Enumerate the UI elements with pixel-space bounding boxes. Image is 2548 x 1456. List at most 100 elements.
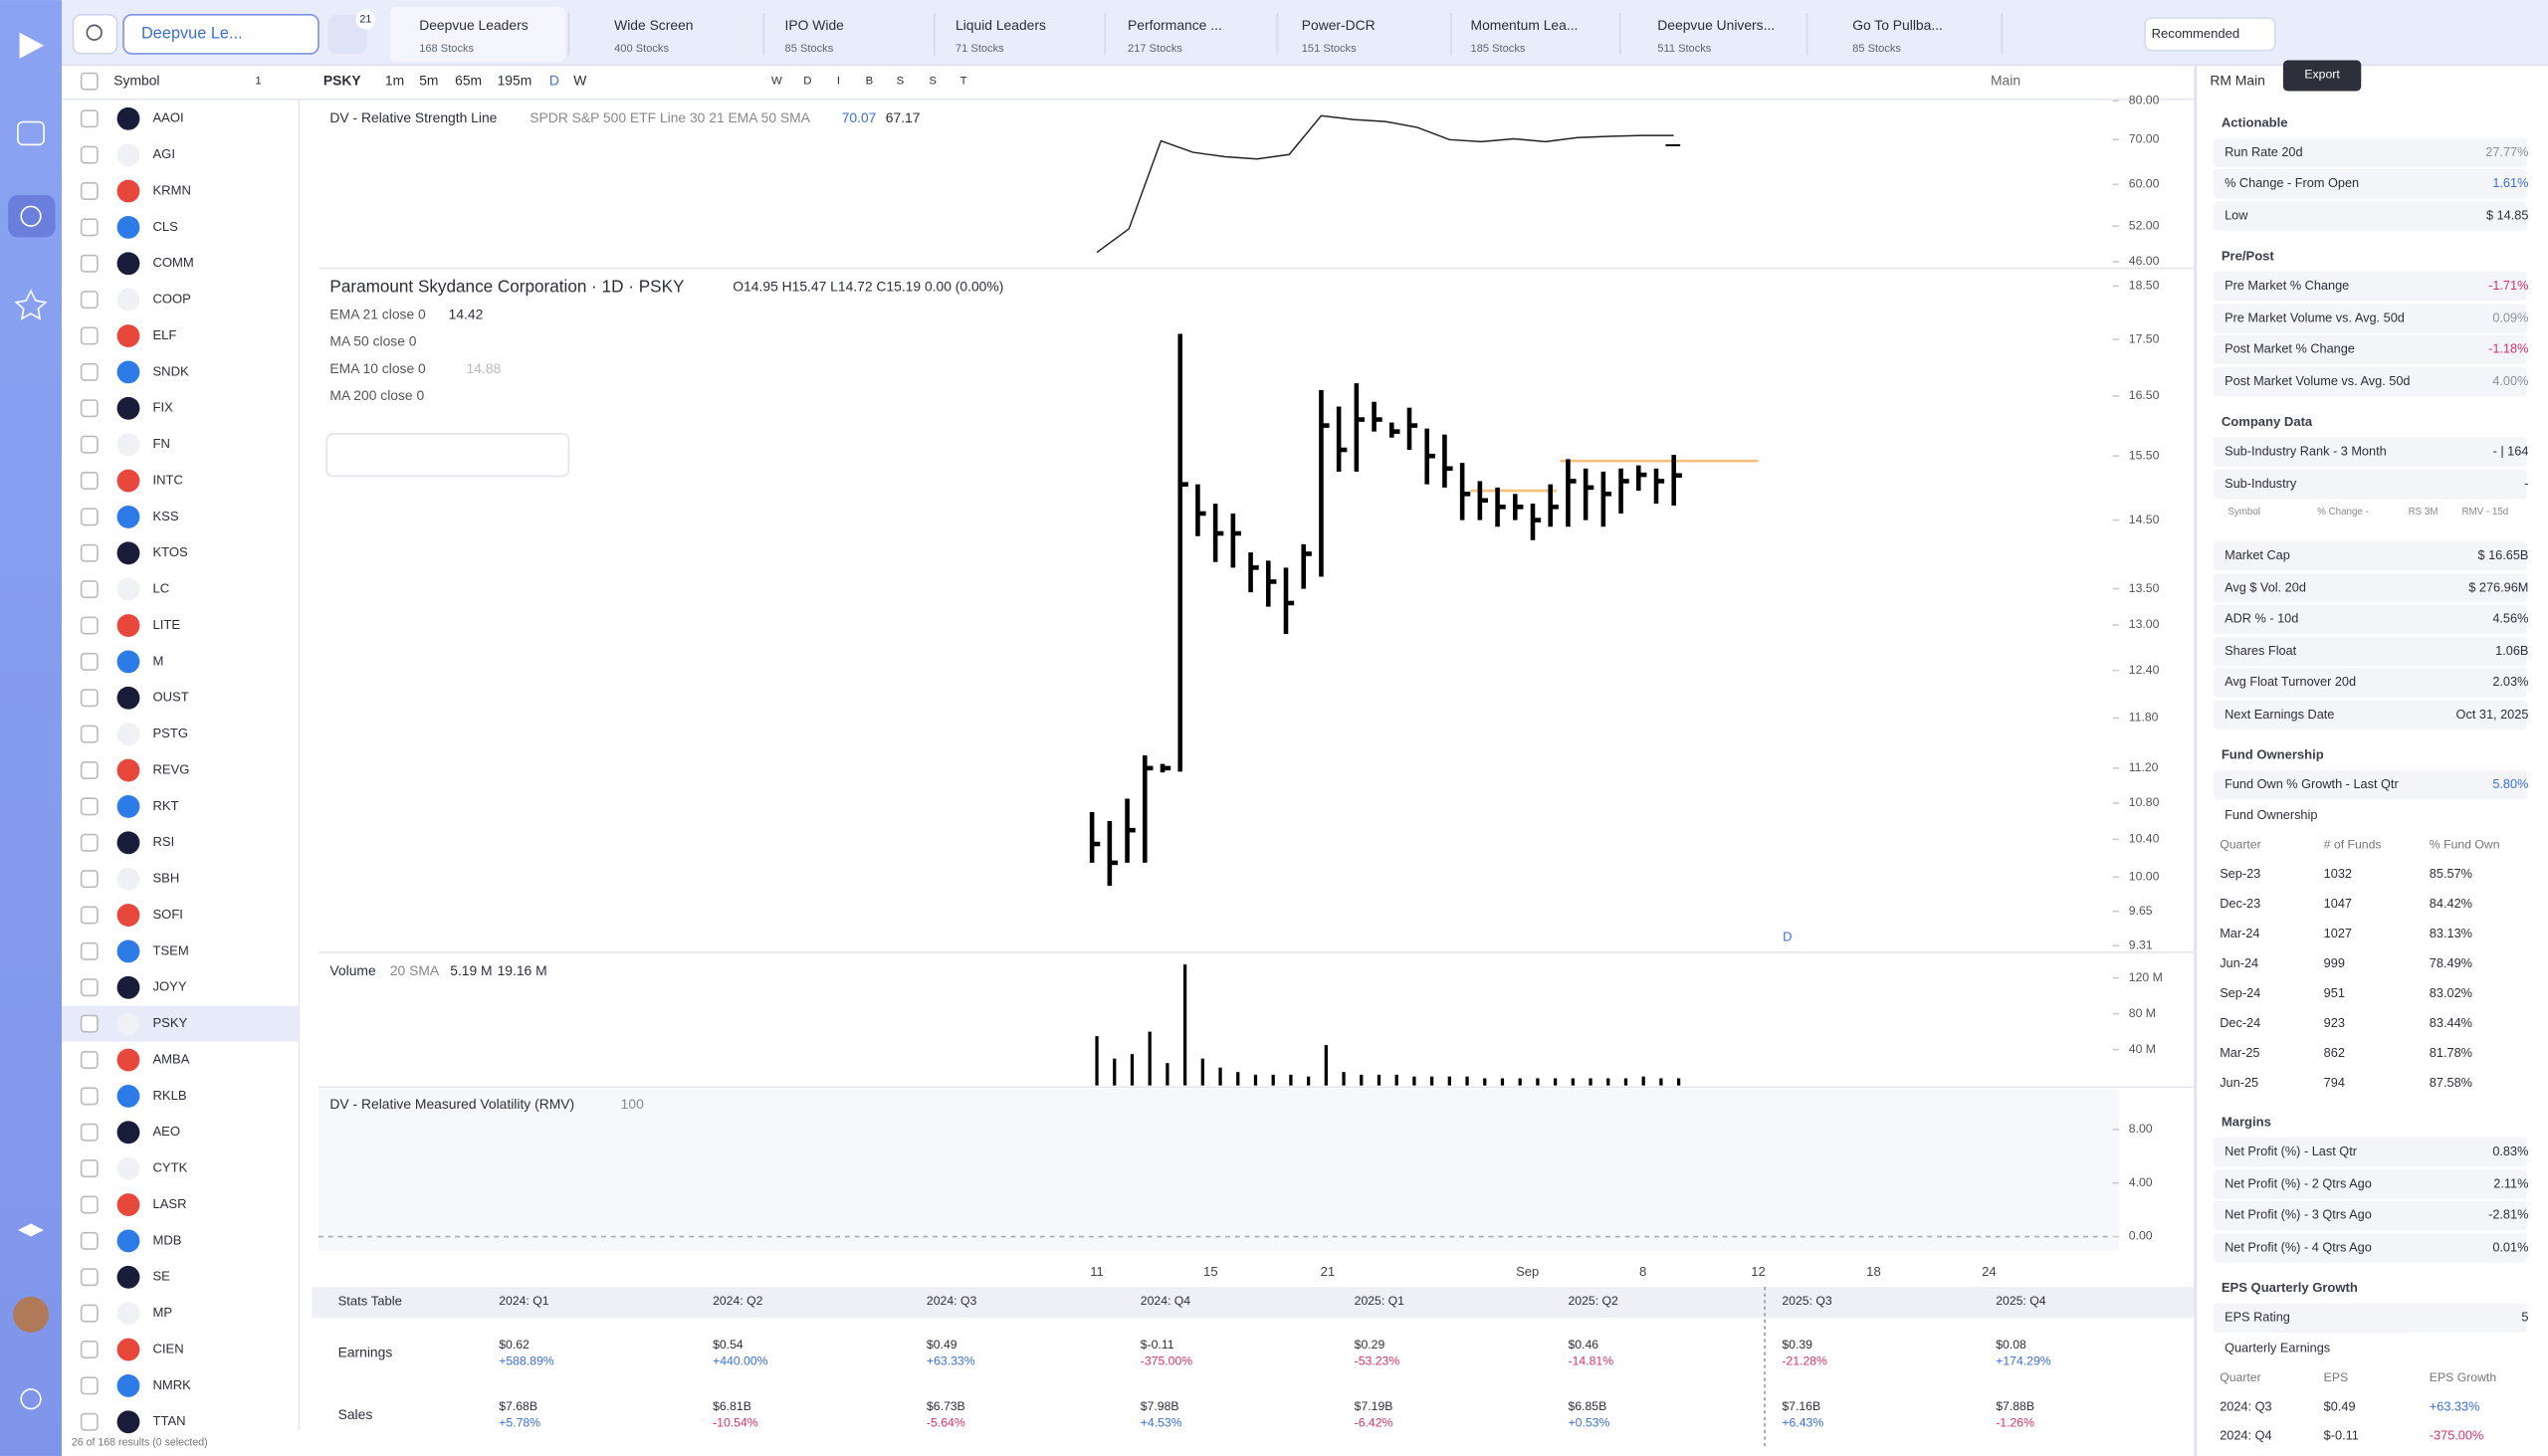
watchlist-select-label[interactable]: Deepvue Le... — [141, 25, 243, 43]
interval[interactable]: 65m — [455, 72, 482, 88]
checkbox[interactable] — [80, 906, 99, 925]
watchlist-symbol[interactable]: M — [152, 653, 163, 668]
watchlist-symbol[interactable]: CIEN — [152, 1341, 183, 1355]
watchlist-symbol[interactable]: COMM — [152, 255, 193, 270]
nav-active[interactable] — [8, 194, 56, 238]
watchlist-symbol[interactable]: RKT — [152, 798, 178, 813]
watchlist-symbol[interactable]: OUST — [152, 690, 188, 705]
checkbox[interactable] — [80, 1341, 99, 1359]
watchlist-symbol[interactable]: INTC — [152, 472, 182, 487]
watchlist-symbol[interactable]: PSKY — [152, 1015, 187, 1030]
layout-name[interactable]: Main — [1991, 72, 2020, 88]
toolbar-toggle[interactable]: D — [803, 76, 811, 88]
watchlist-symbol[interactable]: SOFI — [152, 907, 182, 922]
watchlist-symbol[interactable]: SBH — [152, 871, 179, 886]
symbol-input[interactable]: PSKY — [323, 72, 361, 88]
watchlist-symbol[interactable]: JOYY — [152, 979, 186, 994]
watchlist-symbol[interactable]: KRMN — [152, 182, 190, 197]
checkbox[interactable] — [80, 182, 99, 200]
sort-label[interactable]: Recommended — [2152, 26, 2239, 41]
checkbox[interactable] — [80, 1304, 99, 1323]
checkbox[interactable] — [80, 1051, 99, 1069]
nav-icon[interactable] — [14, 289, 48, 320]
checkbox[interactable] — [80, 1159, 99, 1178]
checkbox[interactable] — [80, 1376, 99, 1395]
checkbox[interactable] — [80, 941, 99, 960]
watchlist-symbol[interactable]: KTOS — [152, 544, 188, 559]
toolbar-toggle[interactable]: W — [771, 76, 782, 88]
watchlist-symbol[interactable]: CLS — [152, 219, 178, 234]
watchlist-symbol[interactable]: MP — [152, 1305, 172, 1320]
watchlist-symbol[interactable]: SNDK — [152, 363, 189, 378]
sort-select[interactable] — [2144, 17, 2276, 52]
interval[interactable]: 195m — [498, 72, 532, 88]
tab-name[interactable]: Deepvue Univers... — [1657, 17, 1775, 33]
panel-title[interactable]: RM Main — [2210, 72, 2264, 88]
checkbox[interactable] — [80, 1412, 99, 1431]
interval[interactable]: 5m — [419, 72, 438, 88]
watchlist-symbol[interactable]: ELF — [152, 327, 176, 342]
checkbox[interactable] — [80, 72, 99, 91]
tab-name[interactable]: IPO Wide — [785, 17, 845, 33]
watchlist-select[interactable] — [122, 13, 319, 55]
checkbox[interactable] — [80, 616, 99, 635]
checkbox[interactable] — [80, 254, 99, 273]
tab-name[interactable]: Go To Pullba... — [1852, 17, 1943, 33]
interval[interactable]: W — [573, 72, 587, 88]
checkbox[interactable] — [80, 435, 99, 454]
tab-name[interactable]: Performance ... — [1128, 17, 1222, 33]
watchlist-symbol[interactable]: NMRK — [152, 1377, 191, 1392]
watchlist-symbol[interactable]: LASR — [152, 1196, 186, 1211]
nav-icon[interactable] — [20, 205, 42, 227]
watchlist-symbol[interactable]: TSEM — [152, 942, 188, 957]
tab-name[interactable]: Deepvue Leaders — [419, 17, 528, 33]
search-button[interactable] — [72, 13, 118, 55]
checkbox[interactable] — [80, 508, 99, 526]
interval[interactable]: D — [549, 72, 559, 88]
nav-icon[interactable] — [17, 120, 45, 146]
checkbox[interactable] — [80, 1268, 99, 1287]
avatar[interactable] — [13, 1296, 49, 1333]
checkbox[interactable] — [80, 1014, 99, 1033]
checkbox[interactable] — [80, 870, 99, 889]
watchlist-symbol[interactable]: AGI — [152, 146, 174, 161]
toolbar-toggle[interactable]: I — [837, 76, 840, 88]
checkbox[interactable] — [80, 652, 99, 671]
tab-name[interactable]: Power-DCR — [1302, 17, 1376, 33]
watchlist-symbol[interactable]: FN — [152, 436, 169, 451]
watchlist-symbol[interactable]: AMBA — [152, 1051, 189, 1066]
checkbox[interactable] — [80, 291, 99, 310]
toolbar-toggle[interactable]: B — [866, 76, 874, 88]
watchlist-symbol[interactable]: KSS — [152, 509, 178, 523]
checkbox[interactable] — [80, 399, 99, 418]
watchlist-symbol[interactable]: REVG — [152, 761, 189, 776]
nav-icon[interactable] — [17, 1223, 45, 1237]
checkbox[interactable] — [80, 689, 99, 708]
checkbox[interactable] — [80, 472, 99, 490]
tab-name[interactable]: Wide Screen — [614, 17, 693, 33]
checkbox[interactable] — [80, 1195, 99, 1214]
tab-active[interactable] — [389, 6, 566, 63]
watchlist-symbol[interactable]: TTAN — [152, 1413, 185, 1428]
checkbox[interactable] — [80, 833, 99, 852]
toolbar-toggle[interactable]: S — [929, 76, 937, 88]
toolbar-toggle[interactable]: S — [897, 76, 905, 88]
logo[interactable] — [19, 32, 45, 59]
tab-name[interactable]: Liquid Leaders — [956, 17, 1046, 33]
nav-icon[interactable] — [20, 1388, 42, 1410]
watchlist-symbol[interactable]: LITE — [152, 617, 180, 632]
watchlist-symbol[interactable]: PSTG — [152, 726, 188, 740]
checkbox[interactable] — [80, 580, 99, 599]
interval[interactable]: 1m — [385, 72, 404, 88]
watchlist-symbol[interactable]: RSI — [152, 834, 174, 849]
checkbox[interactable] — [80, 761, 99, 779]
checkbox[interactable] — [80, 362, 99, 381]
watchlist-symbol[interactable]: AEO — [152, 1124, 180, 1139]
watchlist-symbol[interactable]: SE — [152, 1269, 170, 1284]
watchlist-symbol[interactable]: FIX — [152, 400, 173, 415]
watchlist-symbol[interactable]: CYTK — [152, 1160, 187, 1175]
watchlist-symbol[interactable]: MDB — [152, 1232, 181, 1247]
checkbox[interactable] — [80, 725, 99, 743]
watchlist-symbol[interactable]: COOP — [152, 292, 191, 307]
checkbox[interactable] — [80, 218, 99, 237]
